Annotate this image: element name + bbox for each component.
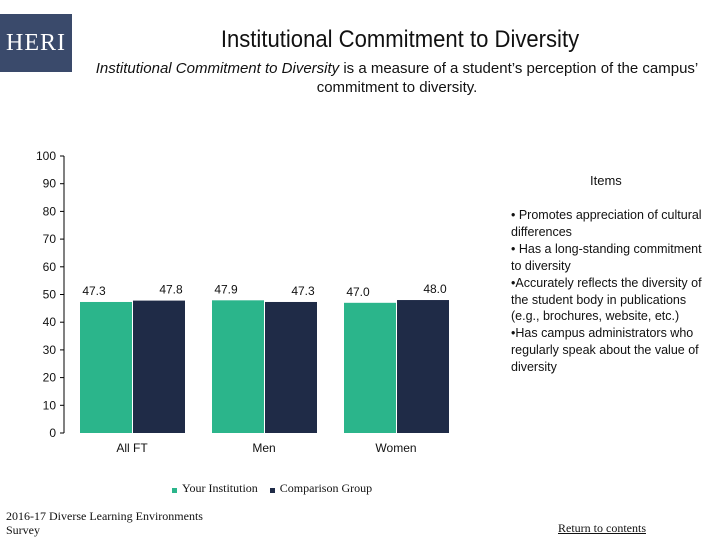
- bar-chart: 0 10 20 30 40 50 60 70 80 90 100 47.3 47.8 All FT 47.9…: [36, 149, 449, 455]
- chart-legend: Your Institution Comparison Group: [172, 481, 384, 496]
- data-label: 47.0: [346, 285, 370, 299]
- y-tick-label: 60: [43, 260, 57, 274]
- items-title: Items: [590, 173, 622, 188]
- data-label: 47.3: [82, 284, 106, 298]
- y-tick-label: 0: [49, 426, 56, 440]
- y-tick-label: 70: [43, 232, 57, 246]
- heri-logo: HERI: [0, 14, 72, 72]
- item-line: •Accurately reflects the diversity of th…: [511, 275, 702, 324]
- data-label: 47.3: [291, 284, 315, 298]
- legend-label-comparison-group: Comparison Group: [279, 481, 373, 495]
- y-tick-label: 40: [43, 315, 57, 329]
- bar: [133, 300, 185, 433]
- legend-swatch-your-institution: [172, 487, 177, 493]
- y-tick-label: 80: [43, 204, 57, 218]
- x-category-label: Men: [252, 441, 275, 455]
- items-list: • Promotes appreciation of cultural diff…: [511, 207, 711, 376]
- bar: [344, 302, 396, 433]
- page-title: Institutional Commitment to Diversity: [220, 26, 580, 53]
- subtitle-term: Institutional Commitment to Diversity: [95, 60, 340, 77]
- logo-text: HERI: [6, 29, 66, 56]
- return-to-contents-link[interactable]: Return to contents: [558, 521, 646, 535]
- legend-label-your-institution: Your Institution: [182, 481, 258, 495]
- y-tick-label: 100: [36, 149, 56, 163]
- x-category-label: Women: [375, 441, 416, 455]
- legend-entry-your-institution: Your Institution: [172, 481, 258, 496]
- y-tick-label: 20: [43, 371, 57, 385]
- legend-entry-comparison-group: Comparison Group: [269, 481, 373, 496]
- legend-swatch-comparison-group: [269, 487, 275, 493]
- item-line: • Has a long-standing commitment to dive…: [511, 241, 702, 273]
- bar: [265, 301, 317, 433]
- y-tick-label: 90: [43, 177, 57, 191]
- item-line: • Promotes appreciation of cultural diff…: [511, 208, 702, 239]
- subtitle-description: is a measure of a student’s perception o…: [316, 60, 699, 96]
- item-line: •Has campus administrators who regularly…: [511, 326, 699, 375]
- bar: [212, 300, 264, 433]
- bar: [80, 301, 132, 433]
- y-tick-label: 50: [43, 288, 57, 302]
- x-category-label: All FT: [116, 441, 148, 455]
- y-tick-label: 10: [43, 398, 57, 412]
- data-label: 47.8: [159, 283, 183, 297]
- y-tick-label: 30: [43, 343, 57, 357]
- page-subtitle: Institutional Commitment to Diversity is…: [84, 59, 710, 97]
- bar: [397, 300, 449, 433]
- data-label: 48.0: [423, 282, 447, 296]
- data-label: 47.9: [214, 282, 238, 296]
- survey-source: 2016-17 Diverse Learning Environments Su…: [6, 509, 203, 537]
